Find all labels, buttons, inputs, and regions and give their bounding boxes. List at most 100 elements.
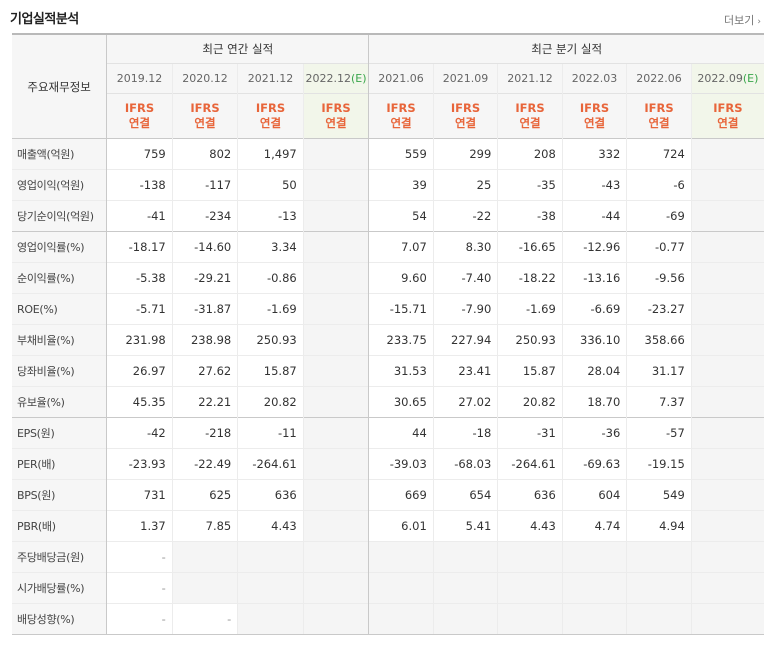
table-cell: 332 — [561, 138, 627, 170]
table-cell — [690, 417, 764, 449]
ifrs-badge: IFRS 연결 — [106, 93, 173, 139]
table-cell: 28.04 — [561, 355, 627, 387]
table-cell — [690, 293, 764, 325]
ifrs-header-row: IFRS 연결 IFRS 연결 IFRS 연결 IFRS 연결 IFRS 연결 IFRS 연결 IFRS… — [12, 93, 764, 139]
table-cell: 549 — [626, 479, 692, 511]
table-cell: 15.87 — [497, 355, 563, 387]
table-cell: -138 — [106, 169, 173, 201]
table-cell — [690, 510, 764, 542]
ifrs-label: IFRS — [515, 101, 545, 115]
table-cell: -0.86 — [237, 262, 304, 294]
table-row: 당기순이익(억원) -41 -234 -13 54 -22 -38 -44 -69 — [12, 200, 764, 232]
table-cell: -7.90 — [432, 293, 498, 325]
table-cell: -15.71 — [368, 293, 434, 325]
ifrs-label: IFRS — [713, 101, 743, 115]
table-cell: 238.98 — [171, 324, 238, 356]
table-cell: -57 — [626, 417, 692, 449]
consolidated-label: 연결 — [454, 116, 477, 130]
table-cell: 636 — [497, 479, 563, 511]
table-cell: -11 — [237, 417, 304, 449]
period-header: 2021.09 — [432, 63, 498, 94]
table-cell — [690, 386, 764, 418]
table-cell: 802 — [171, 138, 238, 170]
table-cell: -69.63 — [561, 448, 627, 480]
ifrs-badge: IFRS 연결 — [690, 93, 764, 139]
table-cell — [368, 572, 434, 604]
table-cell: -6 — [626, 169, 692, 201]
table-cell: -18 — [432, 417, 498, 449]
table-cell — [302, 262, 369, 294]
table-cell: 45.35 — [106, 386, 173, 418]
table-cell: -44 — [561, 200, 627, 232]
table-cell: 39 — [368, 169, 434, 201]
table-cell — [302, 355, 369, 387]
table-cell: -38 — [497, 200, 563, 232]
table-cell: -12.96 — [561, 231, 627, 263]
table-cell: 250.93 — [497, 324, 563, 356]
consolidated-label: 연결 — [128, 116, 151, 130]
ifrs-badge: IFRS 연결 — [302, 93, 369, 139]
table-cell — [497, 572, 563, 604]
table-cell — [432, 603, 498, 635]
row-label: 순이익률(%) — [12, 262, 107, 294]
table-cell: -29.21 — [171, 262, 238, 294]
more-link[interactable]: 더보기 › — [724, 12, 761, 28]
table-cell: -23.27 — [626, 293, 692, 325]
table-cell: 9.60 — [368, 262, 434, 294]
table-cell — [690, 231, 764, 263]
table-cell — [368, 541, 434, 573]
ifrs-label: IFRS — [644, 101, 674, 115]
table-cell: 7.37 — [626, 386, 692, 418]
table-cell: 1.37 — [106, 510, 173, 542]
annual-group-header: 최근 연간 실적 — [106, 33, 369, 64]
period-label: 2021.12 — [247, 72, 294, 85]
table-cell: 358.66 — [626, 324, 692, 356]
table-cell — [302, 386, 369, 418]
row-label: EPS(원) — [12, 417, 107, 449]
table-cell — [626, 603, 692, 635]
table-cell: 7.85 — [171, 510, 238, 542]
table-cell: 208 — [497, 138, 563, 170]
table-cell — [690, 479, 764, 511]
table-cell: 4.43 — [497, 510, 563, 542]
table-cell: 604 — [561, 479, 627, 511]
table-cell — [432, 541, 498, 573]
ifrs-badge: IFRS 연결 — [626, 93, 692, 139]
period-header: 2022.12(E) — [302, 63, 369, 94]
table-cell: 1,497 — [237, 138, 304, 170]
table-cell: -218 — [171, 417, 238, 449]
row-label: 영업이익(억원) — [12, 169, 107, 201]
table-cell — [171, 541, 238, 573]
row-label: 당좌비율(%) — [12, 355, 107, 387]
period-label: 2021.09 — [442, 72, 489, 85]
consolidated-label: 연결 — [717, 116, 739, 130]
table-cell: -14.60 — [171, 231, 238, 263]
table-cell — [368, 603, 434, 635]
table-cell — [302, 324, 369, 356]
table-cell: 20.82 — [237, 386, 304, 418]
table-cell — [237, 572, 304, 604]
table-cell — [690, 138, 764, 170]
chevron-right-icon: › — [757, 17, 761, 27]
table-cell: 299 — [432, 138, 498, 170]
period-header: 2020.12 — [171, 63, 238, 94]
table-cell: -16.65 — [497, 231, 563, 263]
table-cell: 22.21 — [171, 386, 238, 418]
table-cell: 625 — [171, 479, 238, 511]
period-header: 2021.12 — [497, 63, 563, 94]
table-cell: 27.62 — [171, 355, 238, 387]
row-label: 매출액(억원) — [12, 138, 107, 170]
ifrs-label: IFRS — [255, 101, 286, 115]
table-cell: -264.61 — [237, 448, 304, 480]
consolidated-label: 연결 — [259, 116, 282, 130]
table-cell: -22 — [432, 200, 498, 232]
table-cell: 5.41 — [432, 510, 498, 542]
table-cell: 25 — [432, 169, 498, 201]
table-cell: 6.01 — [368, 510, 434, 542]
table-row: BPS(원) 731 625 636 669 654 636 604 549 — [12, 479, 764, 511]
ifrs-badge: IFRS 연결 — [237, 93, 304, 139]
table-row: EPS(원) -42 -218 -11 44 -18 -31 -36 -57 — [12, 417, 764, 449]
group-header-row: 주요재무정보 최근 연간 실적 최근 분기 실적 — [12, 33, 764, 139]
table-row: 유보율(%) 45.35 22.21 20.82 30.65 27.02 20.82 18.7… — [12, 386, 764, 418]
table-cell: 26.97 — [106, 355, 173, 387]
